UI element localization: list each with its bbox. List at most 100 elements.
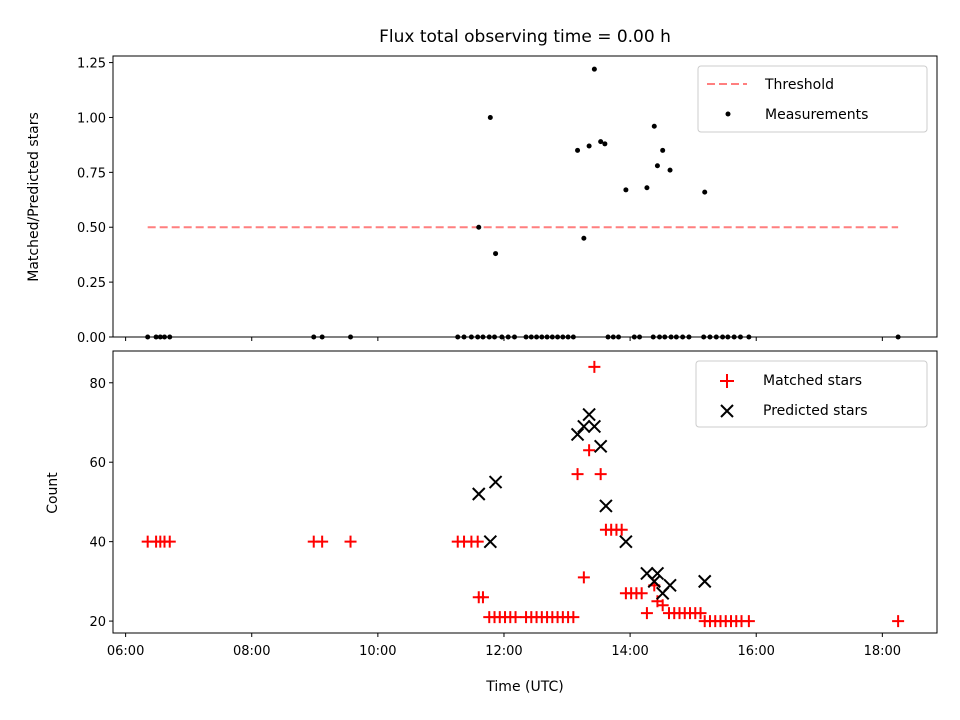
measurement-point [616,334,622,340]
measurement-point [311,334,317,340]
matched-legend-label: Matched stars [763,373,862,389]
measurement-point [660,147,666,153]
measurement-point [657,334,663,340]
matched-star-point [567,611,580,624]
measurement-point [720,334,726,340]
measurement-point [662,334,668,340]
measurement-point [476,224,482,230]
measurement-point [651,123,657,129]
threshold-legend-label: Threshold [764,77,834,93]
x-axis-label: Time (UTC) [485,679,563,695]
top-y-tick-label: 0.75 [77,166,106,181]
measurement-point [895,334,901,340]
top-y-tick-label: 0.50 [77,221,106,236]
measurement-point [511,334,517,340]
predicted-star-point [647,574,661,589]
predicted-star-point [577,419,591,434]
chart-title: Flux total observing time = 0.00 h [379,27,671,47]
measurement-point [549,334,555,340]
measurement-point [631,334,637,340]
measurement-point [539,334,545,340]
matched-star-point [594,468,607,481]
predicted-legend-swatch [720,404,734,418]
matched-star-point [316,535,329,548]
measurement-point [499,334,505,340]
measurement-point [575,147,581,153]
predicted-star-point [587,419,602,434]
top-y-axis-label: Matched/Predicted stars [26,112,42,282]
bottom-x-tick-label: 16:00 [737,644,774,659]
top-y-axis: 0.00 0.25 0.50 0.75 1.00 1.25 [77,57,113,346]
measurement-point [468,334,474,340]
measurement-point [487,114,493,120]
measurement-point [686,334,692,340]
measurement-point [167,334,173,340]
matched-legend-swatch [720,374,734,388]
matched-star-point [656,599,669,612]
bottom-legend-box [695,360,928,428]
measurement-point [637,334,643,340]
measurement-point [492,334,498,340]
measurements-legend-swatch [725,111,731,117]
measurement-point [702,189,708,195]
bottom-plot-frame [112,350,938,634]
measurement-point [746,334,752,340]
measurement-point [145,334,151,340]
predicted-star-point [650,566,665,581]
bottom-legend: Matched stars Predicted stars [695,360,928,428]
measurement-point [162,334,167,340]
matched-star-point [640,607,653,620]
measurement-point [455,334,461,340]
bottom-x-tick-label: 08:00 [233,644,270,659]
predicted-star-point [570,427,585,442]
measurement-point [493,251,499,257]
bottom-x-tick-label: 06:00 [107,644,144,659]
matched-stars-points [141,360,905,628]
matched-star-point [694,607,707,620]
measurement-point [505,334,511,340]
predicted-star-point [488,475,503,489]
measurement-point [725,334,731,340]
measurement-point [486,334,492,340]
top-legend: Threshold Measurements [697,65,928,133]
measurement-point [475,334,481,340]
bottom-x-tick-label: 12:00 [485,644,522,659]
measurement-point [523,334,529,340]
measurement-point [570,334,576,340]
predicted-star-point [619,534,633,549]
predicted-star-point [698,574,712,589]
measurement-point [581,235,587,241]
measurement-point [153,334,159,340]
top-y-tick-label: 0.00 [77,331,106,346]
measurement-point [602,141,608,147]
top-y-tick-label: 0.25 [77,276,106,291]
bottom-y-tick-label: 20 [89,615,106,630]
matched-star-point [635,587,648,600]
measurement-point [644,185,650,191]
measurement-point [591,66,597,72]
predicted-star-point [663,578,677,593]
matched-star-point [577,571,590,584]
bottom-y-axis: 20 40 60 80 [89,377,113,630]
top-legend-box [697,65,928,133]
matched-star-point [588,360,601,373]
matched-star-point [471,535,484,548]
predicted-stars-points [472,407,712,600]
measurement-point [480,334,486,340]
bottom-y-tick-label: 60 [89,456,106,471]
bottom-panel: 20 40 60 80 06:00 08:00 10:00 12:00 14:00 16:00 1… [45,350,938,695]
top-panel: 0.00 0.25 0.50 0.75 1.00 1.25 Matched/Predict… [26,55,938,346]
predicted-star-point [582,407,596,422]
measurement-point [731,334,737,340]
measurement-point [565,334,571,340]
measurement-point [544,334,550,340]
measurement-point [560,334,566,340]
matched-star-point [892,615,905,628]
matched-star-point [583,444,596,457]
measurement-point [534,334,540,340]
measurement-point [610,334,616,340]
measurement-points [145,66,901,340]
matched-star-point [742,615,755,628]
measurement-point [157,334,163,340]
